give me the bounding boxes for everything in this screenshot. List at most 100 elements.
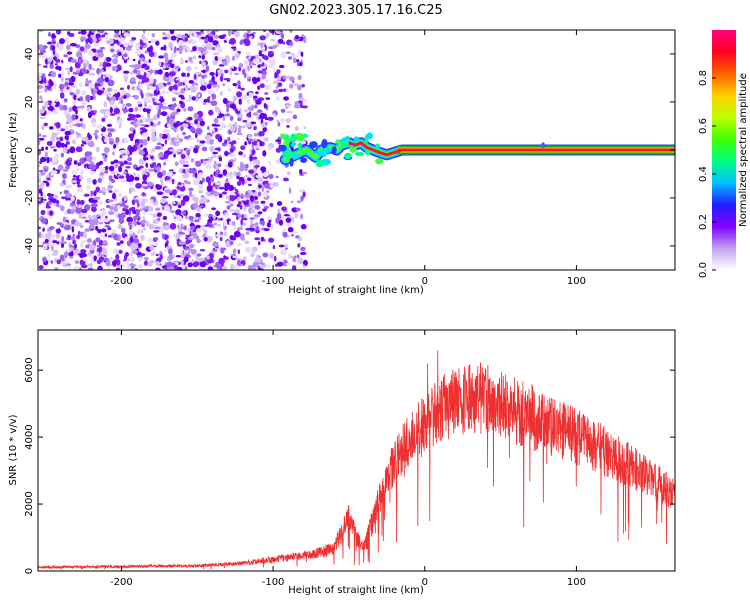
noise-point xyxy=(53,149,57,152)
noise-point xyxy=(103,239,108,245)
noise-point xyxy=(168,106,174,111)
noise-point xyxy=(247,106,255,111)
noise-point xyxy=(213,164,216,169)
noise-point xyxy=(275,139,282,143)
noise-point xyxy=(67,267,72,270)
noise-point xyxy=(268,237,275,243)
noise-point xyxy=(98,200,103,205)
noise-point xyxy=(67,234,72,240)
noise-point xyxy=(250,253,255,258)
noise-point xyxy=(262,262,265,266)
noise-point xyxy=(175,209,182,216)
noise-point xyxy=(185,155,192,160)
noise-point xyxy=(217,224,221,227)
noise-point xyxy=(300,246,306,251)
noise-point xyxy=(223,255,226,259)
noise-point xyxy=(115,39,119,45)
noise-point xyxy=(147,85,150,91)
noise-point xyxy=(296,59,300,63)
noise-point xyxy=(210,174,213,178)
signal-track xyxy=(279,132,675,168)
noise-point xyxy=(154,226,161,230)
noise-point xyxy=(139,45,143,50)
noise-point xyxy=(224,139,228,144)
noise-point xyxy=(128,108,134,113)
noise-point xyxy=(215,210,221,217)
noise-point xyxy=(64,135,69,140)
noise-point xyxy=(218,257,225,265)
noise-point xyxy=(108,138,114,142)
noise-point xyxy=(236,203,241,208)
track-blob xyxy=(290,133,297,143)
noise-point xyxy=(254,237,261,241)
noise-point xyxy=(232,221,236,226)
noise-point xyxy=(104,110,110,117)
noise-point xyxy=(236,181,242,186)
noise-point xyxy=(135,42,141,50)
noise-point xyxy=(149,163,155,169)
noise-point xyxy=(90,190,94,197)
noise-point xyxy=(49,242,56,246)
noise-point xyxy=(44,86,48,93)
noise-point xyxy=(125,166,131,169)
noise-point xyxy=(58,83,65,90)
noise-point xyxy=(173,218,176,222)
noise-point xyxy=(64,86,67,93)
noise-point xyxy=(257,85,261,91)
noise-point xyxy=(118,249,123,254)
noise-point xyxy=(168,148,175,152)
noise-point xyxy=(155,184,162,190)
noise-point xyxy=(214,105,219,112)
noise-point xyxy=(236,113,244,119)
noise-point xyxy=(243,202,249,206)
noise-point xyxy=(66,44,71,51)
noise-point xyxy=(148,40,151,44)
noise-point xyxy=(198,190,204,194)
noise-point xyxy=(175,128,179,132)
noise-point xyxy=(116,242,121,246)
noise-point xyxy=(175,261,179,266)
noise-point xyxy=(158,60,162,67)
noise-point xyxy=(77,184,82,188)
noise-point xyxy=(201,33,205,36)
noise-point xyxy=(118,47,124,51)
noise-point xyxy=(215,183,219,190)
noise-point xyxy=(66,86,70,90)
noise-point xyxy=(262,150,267,157)
noise-point xyxy=(294,125,299,132)
noise-point xyxy=(69,77,72,84)
noise-point xyxy=(262,171,269,178)
noise-point xyxy=(95,214,100,218)
noise-point xyxy=(227,88,232,93)
noise-point xyxy=(79,36,87,42)
noise-point xyxy=(173,216,177,220)
noise-point xyxy=(261,74,267,80)
noise-point xyxy=(87,132,90,139)
noise-point xyxy=(148,223,155,230)
noise-point xyxy=(154,237,159,241)
noise-point xyxy=(70,236,76,241)
noise-point xyxy=(296,200,302,204)
noise-point xyxy=(295,207,301,212)
noise-point xyxy=(51,102,56,106)
noise-point xyxy=(252,58,260,65)
noise-point xyxy=(180,250,184,256)
noise-point xyxy=(272,182,279,187)
noise-point xyxy=(79,105,85,109)
noise-point xyxy=(164,249,167,253)
noise-point xyxy=(215,172,218,178)
noise-point xyxy=(150,121,154,126)
noise-point xyxy=(204,134,211,141)
noise-point xyxy=(88,80,92,83)
noise-point xyxy=(38,231,42,239)
noise-point xyxy=(72,170,77,174)
noise-point xyxy=(168,41,174,49)
noise-point xyxy=(91,67,95,71)
noise-point xyxy=(209,72,215,76)
noise-point xyxy=(117,51,123,56)
noise-point xyxy=(238,201,241,205)
noise-point xyxy=(223,231,228,237)
noise-point xyxy=(299,97,305,101)
noise-point xyxy=(68,122,74,129)
